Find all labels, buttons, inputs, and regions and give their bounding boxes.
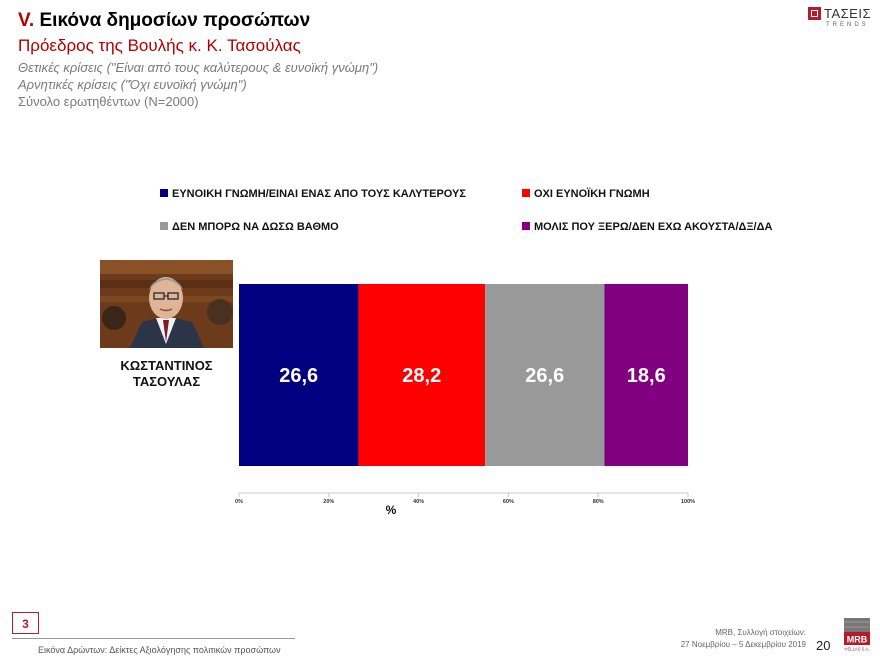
person-first-name: ΚΩΣΤΑΝΤΙΝΟΣ (120, 358, 213, 373)
x-tick-label: 60% (503, 499, 514, 505)
x-tick-label: 80% (593, 499, 604, 505)
mrb-logo-word: MRB (847, 635, 868, 645)
taseis-logo-mark-icon (808, 7, 821, 20)
legend-item-unfavorable: ΟΧΙ ΕΥΝΟΪΚΗ ΓΝΩΜΗ (522, 188, 650, 200)
bar-segment-2 (485, 284, 605, 466)
bar-segment-0 (239, 284, 359, 466)
legend-swatch-icon (522, 222, 530, 230)
note-sample: Σύνολο ερωτηθέντων (N=2000) (18, 94, 199, 109)
taseis-logo-word: ΤΑΣΕΙΣ (824, 6, 872, 21)
person-name: ΚΩΣΤΑΝΤΙΝΟΣ ΤΑΣΟΥΛΑΣ (100, 358, 233, 390)
x-tick-label: 40% (413, 499, 424, 505)
footer-source-line2: 27 Νοεμβρίου – 5 Δεκεμβρίου 2019 (680, 640, 806, 649)
mrb-logo-sub: HELLAS S.A. (844, 647, 869, 652)
legend-label: ΕΥΝΟΙΚΗ ΓΝΩΜΗ/ΕΙΝΑΙ ΕΝΑΣ ΑΠΟ ΤΟΥΣ ΚΑΛΥΤΕ… (172, 188, 466, 200)
footer-source: MRB, Συλλογή στοιχείων: 27 Νοεμβρίου – 5… (640, 627, 806, 651)
data-label-2: 26,6 (525, 365, 564, 387)
note-negative: Αρνητικές κρίσεις ("Όχι ευνοϊκή γνώμη") (18, 77, 247, 92)
page-number: 20 (816, 638, 831, 653)
footer-source-line1: MRB, Συλλογή στοιχείων: (715, 628, 806, 637)
data-label-3: 18,6 (627, 365, 666, 387)
x-tick-label: 20% (323, 499, 334, 505)
legend-swatch-icon (160, 222, 168, 230)
data-label-1: 28,2 (402, 365, 441, 387)
bar-segment-1 (358, 284, 486, 466)
title-text: Εικόνα δημοσίων προσώπων (39, 10, 311, 31)
section-page-box: 3 (12, 612, 39, 634)
legend-item-barely-know: ΜΟΛΙΣ ΠΟΥ ΞΕΡΩ/ΔΕΝ ΕΧΩ ΑΚΟΥΣΤΑ/ΔΞ/ΔΑ (522, 221, 772, 233)
person-portrait (100, 260, 233, 348)
x-tick-label: 100% (681, 499, 695, 505)
taseis-logo: ΤΑΣΕΙΣ TRENDS (808, 6, 872, 32)
page-title: V. Εικόνα δημοσίων προσώπων (18, 10, 310, 32)
legend-label: ΟΧΙ ΕΥΝΟΪΚΗ ΓΝΩΜΗ (534, 188, 650, 200)
legend-swatch-icon (522, 189, 530, 197)
page-subtitle: Πρόεδρος της Βουλής κ. Κ. Τασούλας (18, 36, 301, 55)
legend-swatch-icon (160, 189, 168, 197)
legend-item-cannot-rate: ΔΕΝ ΜΠΟΡΩ ΝΑ ΔΩΣΩ ΒΑΘΜΟ (160, 221, 339, 233)
footer-caption: Εικόνα Δρώντων: Δείκτες Αξιολόγησης πολι… (38, 645, 281, 655)
section-number: V. (18, 10, 35, 31)
legend-item-favorable: ΕΥΝΟΙΚΗ ΓΝΩΜΗ/ΕΙΝΑΙ ΕΝΑΣ ΑΠΟ ΤΟΥΣ ΚΑΛΥΤΕ… (160, 188, 466, 200)
legend-label: ΔΕΝ ΜΠΟΡΩ ΝΑ ΔΩΣΩ ΒΑΘΜΟ (172, 221, 339, 233)
mrb-logo: MRB HELLAS S.A. (844, 618, 870, 652)
x-axis-label: % (386, 503, 397, 517)
taseis-logo-sub: TRENDS (826, 22, 869, 28)
stacked-bar-chart: 26,6 28,2 26,6 18,6 0% 20% 40% 60% 80% 100%% (235, 284, 695, 517)
legend-label: ΜΟΛΙΣ ΠΟΥ ΞΕΡΩ/ΔΕΝ ΕΧΩ ΑΚΟΥΣΤΑ/ΔΞ/ΔΑ (534, 221, 773, 233)
note-positive: Θετικές κρίσεις ("Είναι από τους καλύτερ… (18, 60, 379, 75)
bar-segment-3 (604, 284, 688, 466)
x-tick-label: 0% (235, 499, 243, 505)
data-label-0: 26,6 (279, 365, 318, 387)
footer-divider (12, 638, 295, 639)
person-last-name: ΤΑΣΟΥΛΑΣ (132, 374, 201, 389)
